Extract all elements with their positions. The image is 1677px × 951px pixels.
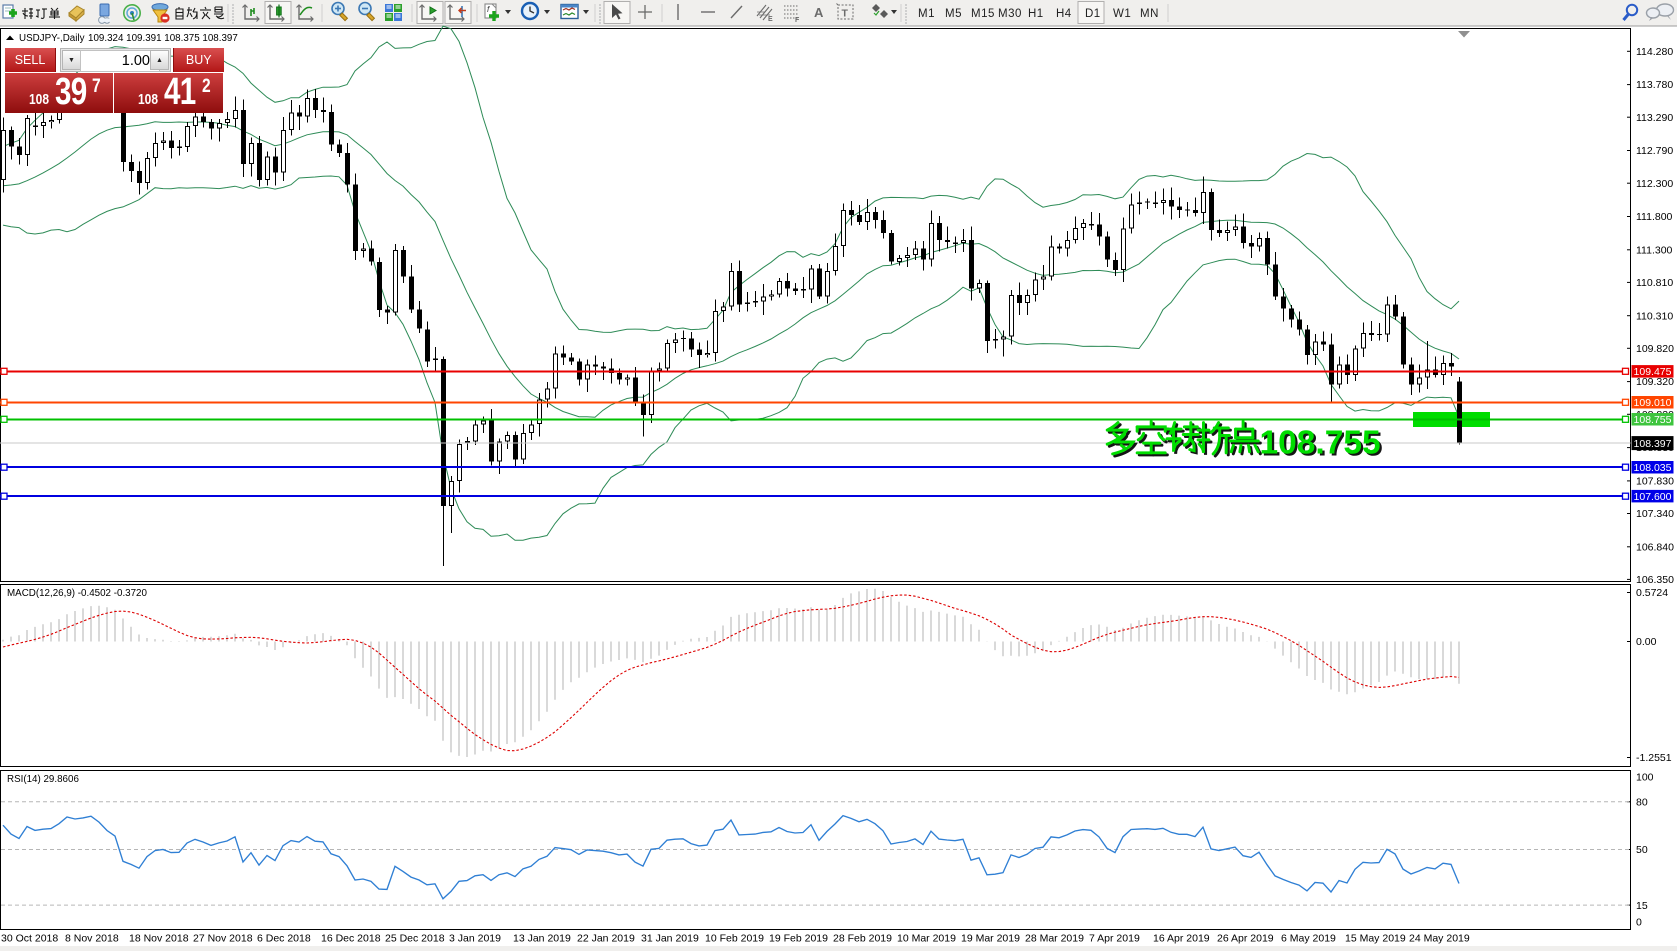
svg-text:112.300: 112.300 — [1636, 178, 1673, 190]
svg-text:F: F — [795, 17, 800, 24]
svg-text:0.00: 0.00 — [1636, 636, 1657, 648]
svg-text:T: T — [842, 8, 849, 20]
svg-text:A: A — [814, 5, 824, 20]
svg-text:106.350: 106.350 — [1636, 574, 1674, 586]
svg-text:108.755: 108.755 — [1262, 427, 1383, 464]
svg-text:M1: M1 — [918, 8, 935, 20]
svg-text:M5: M5 — [945, 8, 962, 20]
svg-text:22 Jan 2019: 22 Jan 2019 — [577, 933, 635, 945]
svg-text:108.035: 108.035 — [1634, 462, 1672, 474]
svg-text:100: 100 — [1636, 772, 1654, 784]
svg-text:8 Nov 2018: 8 Nov 2018 — [65, 933, 119, 945]
svg-text:19 Feb 2019: 19 Feb 2019 — [769, 933, 828, 945]
svg-text:-1.2551: -1.2551 — [1636, 752, 1672, 764]
svg-text:f: f — [487, 5, 490, 14]
svg-text:109.320: 109.320 — [1636, 376, 1674, 388]
svg-text:24 May 2019: 24 May 2019 — [1409, 933, 1470, 945]
svg-text:M15: M15 — [971, 8, 995, 20]
svg-text:26 Apr 2019: 26 Apr 2019 — [1217, 933, 1274, 945]
svg-text:13 Jan 2019: 13 Jan 2019 — [513, 933, 571, 945]
svg-text:MN: MN — [1140, 8, 1159, 20]
svg-text:109.324 109.391 108.375 108.39: 109.324 109.391 108.375 108.397 — [88, 33, 238, 44]
svg-text:111.800: 111.800 — [1636, 211, 1673, 223]
svg-text:15: 15 — [1636, 900, 1648, 912]
svg-text:107.340: 107.340 — [1636, 508, 1674, 520]
svg-text:19 Mar 2019: 19 Mar 2019 — [961, 933, 1020, 945]
svg-text:107.600: 107.600 — [1634, 491, 1672, 503]
svg-text:25 Dec 2018: 25 Dec 2018 — [385, 933, 445, 945]
svg-text:18 Nov 2018: 18 Nov 2018 — [129, 933, 189, 945]
svg-text:50: 50 — [1636, 844, 1648, 856]
svg-text:28 Feb 2019: 28 Feb 2019 — [833, 933, 892, 945]
svg-text:113.780: 113.780 — [1636, 79, 1673, 91]
svg-text:10 Mar 2019: 10 Mar 2019 — [897, 933, 956, 945]
svg-text:W1: W1 — [1113, 8, 1131, 20]
svg-text:109.010: 109.010 — [1634, 397, 1672, 409]
svg-text:108.397: 108.397 — [1634, 438, 1672, 450]
svg-text:80: 80 — [1636, 796, 1648, 808]
svg-text:6 May 2019: 6 May 2019 — [1281, 933, 1336, 945]
svg-text:106.840: 106.840 — [1636, 541, 1674, 553]
svg-text:107.830: 107.830 — [1636, 476, 1674, 488]
svg-text:110.310: 110.310 — [1636, 310, 1673, 322]
svg-text:MACD(12,26,9) -0.4502 -0.3720: MACD(12,26,9) -0.4502 -0.3720 — [7, 588, 148, 599]
svg-text:30 Oct 2018: 30 Oct 2018 — [1, 933, 58, 945]
svg-text:RSI(14) 29.8606: RSI(14) 29.8606 — [7, 774, 79, 785]
svg-text:6 Dec 2018: 6 Dec 2018 — [257, 933, 311, 945]
svg-text:113.290: 113.290 — [1636, 112, 1673, 124]
svg-text:114.280: 114.280 — [1636, 46, 1673, 58]
svg-text:3 Jan 2019: 3 Jan 2019 — [449, 933, 501, 945]
svg-text:D1: D1 — [1085, 8, 1101, 20]
svg-text:109.475: 109.475 — [1634, 366, 1672, 378]
svg-text:16 Dec 2018: 16 Dec 2018 — [321, 933, 381, 945]
svg-text:E: E — [768, 16, 773, 23]
svg-text:28 Mar 2019: 28 Mar 2019 — [1025, 933, 1084, 945]
svg-text:16 Apr 2019: 16 Apr 2019 — [1153, 933, 1210, 945]
svg-text:USDJPY-,Daily: USDJPY-,Daily — [19, 33, 85, 44]
svg-text:H4: H4 — [1056, 8, 1072, 20]
svg-text:0.5724: 0.5724 — [1636, 587, 1668, 599]
svg-text:111.300: 111.300 — [1636, 244, 1673, 256]
svg-text:15 May 2019: 15 May 2019 — [1345, 933, 1406, 945]
svg-text:108.755: 108.755 — [1260, 425, 1381, 462]
svg-text:27 Nov 2018: 27 Nov 2018 — [193, 933, 253, 945]
svg-text:10 Feb 2019: 10 Feb 2019 — [705, 933, 764, 945]
svg-text:0: 0 — [1636, 917, 1642, 929]
svg-text:7 Apr 2019: 7 Apr 2019 — [1089, 933, 1140, 945]
svg-text:31 Jan 2019: 31 Jan 2019 — [641, 933, 699, 945]
svg-text:M30: M30 — [998, 8, 1022, 20]
svg-text:108.755: 108.755 — [1634, 414, 1672, 426]
svg-text:109.820: 109.820 — [1636, 343, 1674, 355]
svg-text:110.810: 110.810 — [1636, 277, 1673, 289]
svg-text:H1: H1 — [1028, 8, 1044, 20]
svg-text:112.790: 112.790 — [1636, 145, 1673, 157]
